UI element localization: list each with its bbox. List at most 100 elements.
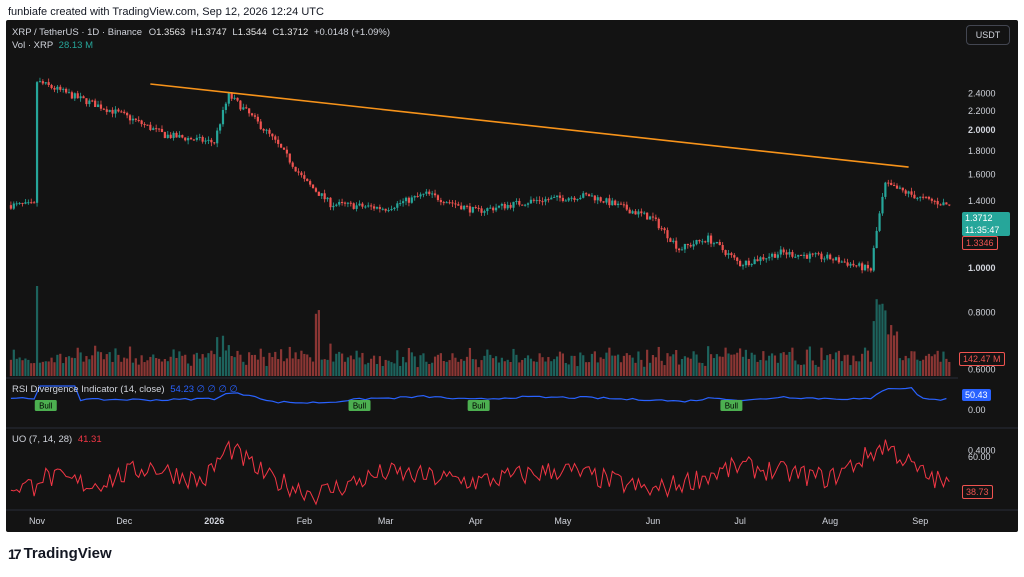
volume-bar — [898, 358, 901, 376]
price-candle — [631, 211, 634, 214]
price-candle — [622, 204, 626, 206]
price-candle — [526, 203, 530, 205]
price-candle — [942, 202, 945, 206]
volume-bar — [38, 362, 42, 376]
price-candle — [616, 203, 620, 206]
volume-bar — [221, 335, 225, 376]
price-candle — [614, 200, 617, 206]
price-candle — [117, 109, 120, 112]
price-candle — [730, 253, 733, 256]
price-candle — [924, 196, 928, 198]
price-candle — [73, 93, 76, 99]
price-candle — [733, 255, 736, 258]
price-candle — [672, 240, 675, 242]
price-candle — [271, 133, 274, 137]
price-candle — [765, 258, 768, 260]
volume-bar — [146, 360, 149, 376]
volume-bar — [561, 353, 564, 376]
price-candle — [224, 103, 227, 110]
price-candle — [30, 202, 33, 204]
price-candle — [131, 118, 135, 121]
price-candle — [579, 197, 582, 200]
price-candle — [274, 136, 277, 140]
price-candle — [939, 204, 942, 206]
volume-bar — [524, 358, 527, 376]
time-axis-label: Jun — [646, 516, 661, 526]
price-candle — [593, 195, 596, 201]
volume-bar — [111, 361, 114, 376]
chart-canvas[interactable]: 2.40002.20002.00001.80001.60001.40001.20… — [6, 20, 1018, 532]
price-candle — [41, 81, 44, 84]
volume-bar — [503, 361, 506, 376]
volume-bar — [108, 352, 111, 376]
volume-bar — [381, 366, 384, 376]
close-label: C — [272, 27, 280, 38]
volume-bar — [126, 358, 129, 376]
price-candle — [535, 200, 538, 202]
price-candle — [67, 92, 71, 94]
volume-bar — [689, 358, 692, 376]
volume-bar — [535, 361, 538, 376]
price-candle — [756, 259, 759, 262]
price-candle — [216, 130, 219, 144]
volume-bar — [390, 362, 393, 376]
volume-bar — [250, 355, 254, 376]
price-candle — [695, 240, 698, 245]
volume-bar — [85, 356, 88, 376]
volume-bar — [12, 349, 15, 376]
price-candle — [439, 200, 442, 203]
price-candle — [15, 203, 18, 205]
price-candle — [189, 138, 193, 140]
price-tick-label: 0.8000 — [968, 307, 996, 317]
volume-bar — [820, 347, 823, 376]
volume-bar — [811, 360, 814, 376]
price-candle — [866, 264, 870, 269]
price-tick-label: 0.6000 — [968, 365, 996, 375]
chart-frame[interactable]: 2.40002.20002.00001.80001.60001.40001.20… — [6, 20, 1018, 532]
volume-bar — [332, 361, 335, 376]
price-candle — [797, 254, 800, 257]
uo-value: 41.31 — [77, 434, 102, 445]
price-candle — [683, 243, 687, 250]
time-axis-label: Sep — [912, 516, 928, 526]
price-candle — [236, 97, 239, 101]
price-candle — [875, 230, 878, 249]
price-candle — [79, 96, 82, 99]
price-candle — [887, 182, 890, 184]
volume-bar — [387, 360, 390, 376]
volume-bar — [701, 362, 704, 376]
price-candle — [587, 194, 591, 197]
price-candle — [855, 265, 858, 267]
price-candle — [262, 129, 265, 131]
volume-bar — [904, 355, 907, 376]
volume-bar — [309, 357, 312, 376]
time-axis-label: Aug — [822, 516, 838, 526]
volume-bar — [102, 359, 105, 376]
volume-bar — [875, 299, 878, 376]
volume-bar — [184, 354, 187, 376]
price-candle — [126, 112, 129, 116]
volume-bar — [631, 357, 634, 376]
price-candle — [404, 197, 408, 202]
price-candle — [277, 139, 280, 144]
volume-bar — [515, 354, 518, 376]
volume-bar — [169, 356, 172, 376]
price-candle — [808, 253, 811, 259]
volume-bar — [808, 346, 811, 376]
volume-bar — [715, 354, 718, 376]
volume-bar — [465, 356, 469, 376]
volume-bar — [834, 352, 838, 376]
volume-bar — [262, 356, 265, 376]
price-candle — [634, 211, 637, 215]
price-candle — [483, 211, 486, 213]
volume-bar — [21, 360, 24, 376]
volume-bar — [282, 361, 286, 376]
volume-bar — [666, 353, 669, 376]
close-value: 1.3712 — [279, 27, 309, 38]
price-candle — [451, 202, 454, 204]
currency-button[interactable]: USDT — [966, 25, 1010, 45]
volume-bar — [99, 352, 103, 376]
volume-bar — [335, 353, 338, 376]
volume-bar — [497, 362, 501, 376]
price-candle — [288, 153, 291, 163]
